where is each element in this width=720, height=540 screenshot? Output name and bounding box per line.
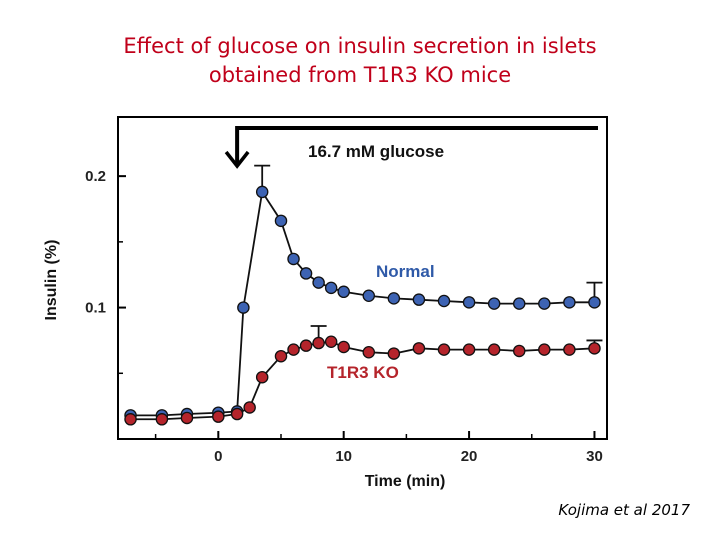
x-tick-label: 0 — [214, 448, 222, 465]
data-point — [287, 252, 300, 266]
data-point — [255, 185, 269, 199]
data-point — [324, 281, 338, 295]
data-point — [387, 292, 401, 305]
x-tick-label: 20 — [461, 448, 478, 465]
data-point — [563, 296, 576, 309]
data-point — [237, 301, 250, 314]
data-point — [563, 343, 576, 356]
data-point — [274, 349, 288, 363]
data-point — [412, 342, 426, 355]
glucose-bar — [235, 126, 598, 166]
slide-title: Effect of glucose on insulin secretion i… — [0, 32, 720, 90]
axis-ticks — [118, 175, 596, 439]
data-point — [212, 410, 225, 423]
data-point — [230, 407, 244, 421]
series-t1r3-ko — [124, 325, 603, 426]
series-normal — [124, 164, 603, 422]
data-point — [487, 297, 501, 310]
data-point — [299, 339, 313, 352]
axis-tick-labels: 0 10 20 30 0.1 0.2 — [85, 168, 603, 465]
x-axis-label: Time (min) — [365, 473, 446, 490]
data-point — [155, 413, 169, 426]
data-point — [462, 296, 476, 309]
y-tick-label: 0.2 — [85, 168, 106, 185]
data-point — [324, 335, 338, 348]
citation: Kojima et al 2017 — [558, 501, 690, 519]
data-point — [538, 297, 551, 310]
data-point — [512, 344, 526, 358]
data-point — [287, 343, 300, 356]
x-tick-label: 30 — [586, 448, 603, 465]
plot-frame — [117, 116, 608, 440]
data-point — [462, 343, 476, 356]
title-line-2: obtained from T1R3 KO mice — [208, 63, 512, 87]
glucose-arrow-head — [224, 150, 250, 169]
data-point — [180, 411, 194, 425]
data-point — [487, 343, 501, 356]
y-tick-label: 0.1 — [85, 300, 106, 317]
series-layer — [124, 164, 603, 426]
data-point — [512, 297, 526, 310]
data-point — [437, 343, 451, 356]
data-point — [362, 346, 376, 359]
legend-t1r3-ko: T1R3 KO — [327, 363, 399, 382]
data-point — [437, 294, 451, 308]
data-point — [588, 296, 601, 309]
data-point — [274, 214, 288, 228]
data-point — [387, 347, 401, 360]
glucose-annotation: 16.7 mM glucose — [308, 142, 444, 161]
data-point — [299, 267, 313, 280]
data-point — [243, 401, 256, 414]
data-point — [255, 370, 269, 384]
data-point — [312, 336, 325, 350]
data-point — [362, 289, 376, 302]
data-point — [337, 285, 350, 299]
data-point — [412, 293, 426, 306]
data-point — [124, 413, 137, 426]
y-axis-label: Insulin (%) — [43, 240, 60, 321]
title-line-1: Effect of glucose on insulin secretion i… — [123, 34, 597, 58]
data-point — [588, 342, 601, 355]
data-point — [312, 276, 325, 289]
data-point — [538, 343, 551, 356]
data-point — [337, 340, 350, 354]
x-tick-label: 10 — [335, 448, 352, 465]
glucose-marker — [224, 126, 598, 169]
legend-normal: Normal — [376, 262, 435, 281]
